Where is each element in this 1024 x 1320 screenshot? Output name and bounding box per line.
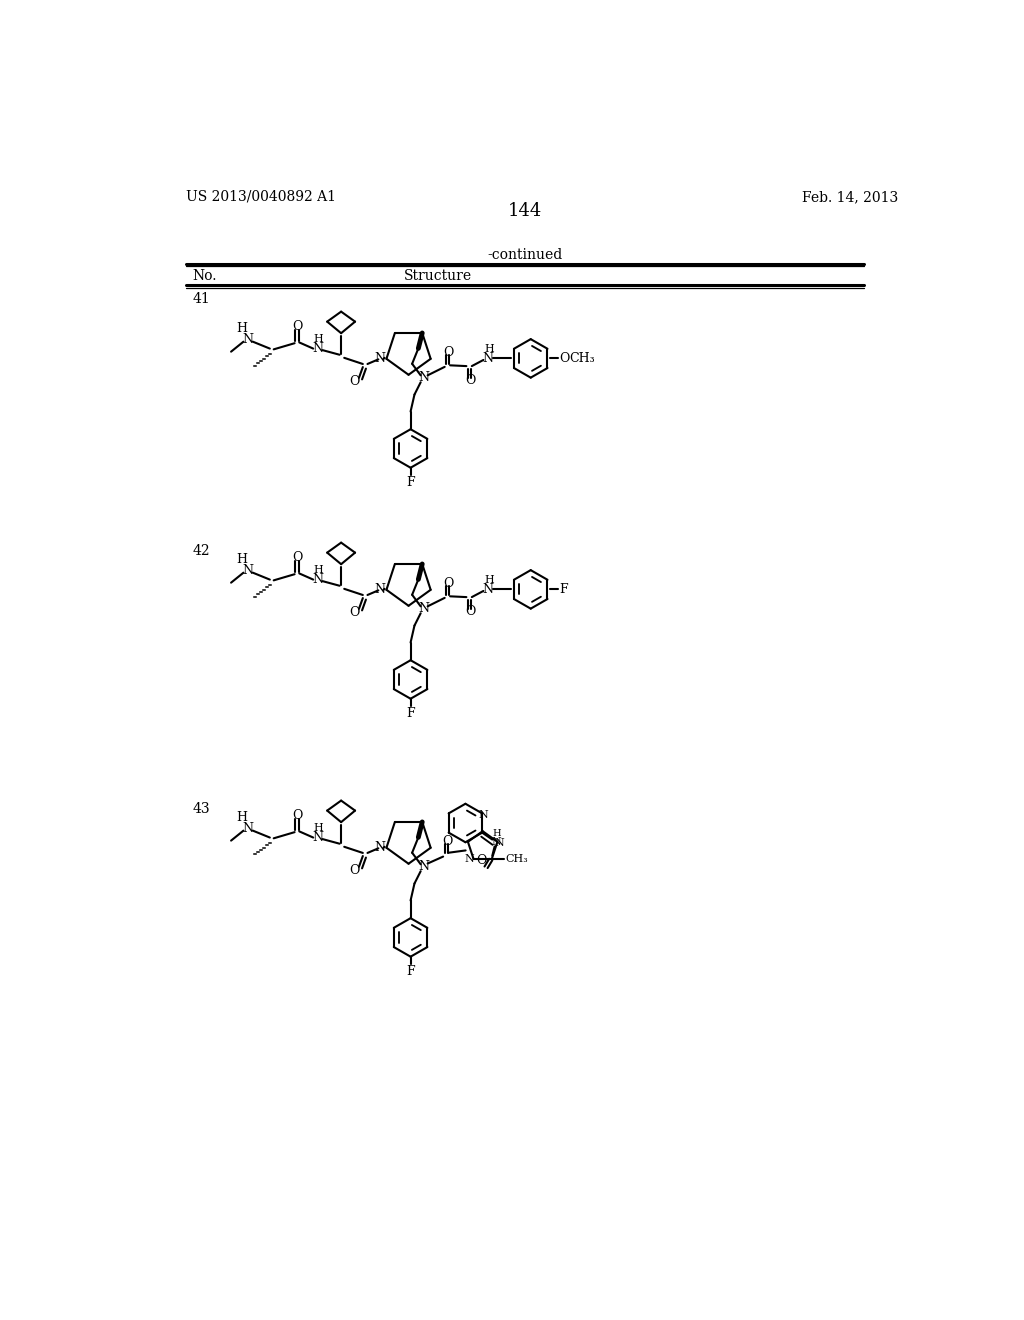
Text: F: F xyxy=(560,583,568,595)
Text: CH₃: CH₃ xyxy=(569,352,595,364)
Text: N: N xyxy=(375,352,386,366)
Text: N: N xyxy=(492,837,501,847)
Text: N: N xyxy=(312,342,324,355)
Text: -continued: -continued xyxy=(487,248,562,261)
Text: O: O xyxy=(559,352,569,364)
Text: H: H xyxy=(237,553,248,566)
Text: N: N xyxy=(312,832,324,843)
Text: N: N xyxy=(482,352,494,364)
Text: O: O xyxy=(292,809,302,822)
Text: H: H xyxy=(484,345,494,354)
Text: US 2013/0040892 A1: US 2013/0040892 A1 xyxy=(186,190,336,203)
Text: H: H xyxy=(484,576,494,585)
Text: N: N xyxy=(312,573,324,586)
Text: N: N xyxy=(418,602,429,615)
Text: N: N xyxy=(243,564,254,577)
Text: N: N xyxy=(464,854,474,865)
Text: N: N xyxy=(495,838,504,849)
Text: 43: 43 xyxy=(193,803,210,816)
Text: CH₃: CH₃ xyxy=(506,854,528,863)
Text: F: F xyxy=(407,477,415,488)
Text: O: O xyxy=(349,375,359,388)
Text: H: H xyxy=(313,565,324,576)
Text: 42: 42 xyxy=(193,544,210,558)
Text: 144: 144 xyxy=(508,202,542,219)
Text: F: F xyxy=(407,708,415,719)
Text: F: F xyxy=(407,965,415,978)
Text: N: N xyxy=(243,822,254,834)
Text: H: H xyxy=(237,810,248,824)
Text: 41: 41 xyxy=(193,292,210,306)
Text: H: H xyxy=(313,334,324,345)
Text: H: H xyxy=(313,824,324,833)
Text: O: O xyxy=(476,854,486,867)
Text: N: N xyxy=(243,333,254,346)
Text: Structure: Structure xyxy=(403,269,472,284)
Text: Feb. 14, 2013: Feb. 14, 2013 xyxy=(802,190,898,203)
Text: O: O xyxy=(443,346,454,359)
Text: O: O xyxy=(443,577,454,590)
Text: N: N xyxy=(482,583,494,595)
Text: H: H xyxy=(237,322,248,335)
Text: O: O xyxy=(465,606,475,618)
Text: O: O xyxy=(292,550,302,564)
Text: O: O xyxy=(349,606,359,619)
Text: N: N xyxy=(479,810,488,820)
Text: No.: No. xyxy=(193,269,217,284)
Text: N: N xyxy=(375,841,386,854)
Text: O: O xyxy=(292,319,302,333)
Text: O: O xyxy=(442,834,453,847)
Text: O: O xyxy=(465,375,475,387)
Text: O: O xyxy=(349,865,359,878)
Text: N: N xyxy=(375,583,386,597)
Text: H: H xyxy=(493,829,502,838)
Text: N: N xyxy=(418,371,429,384)
Text: N: N xyxy=(418,861,429,873)
